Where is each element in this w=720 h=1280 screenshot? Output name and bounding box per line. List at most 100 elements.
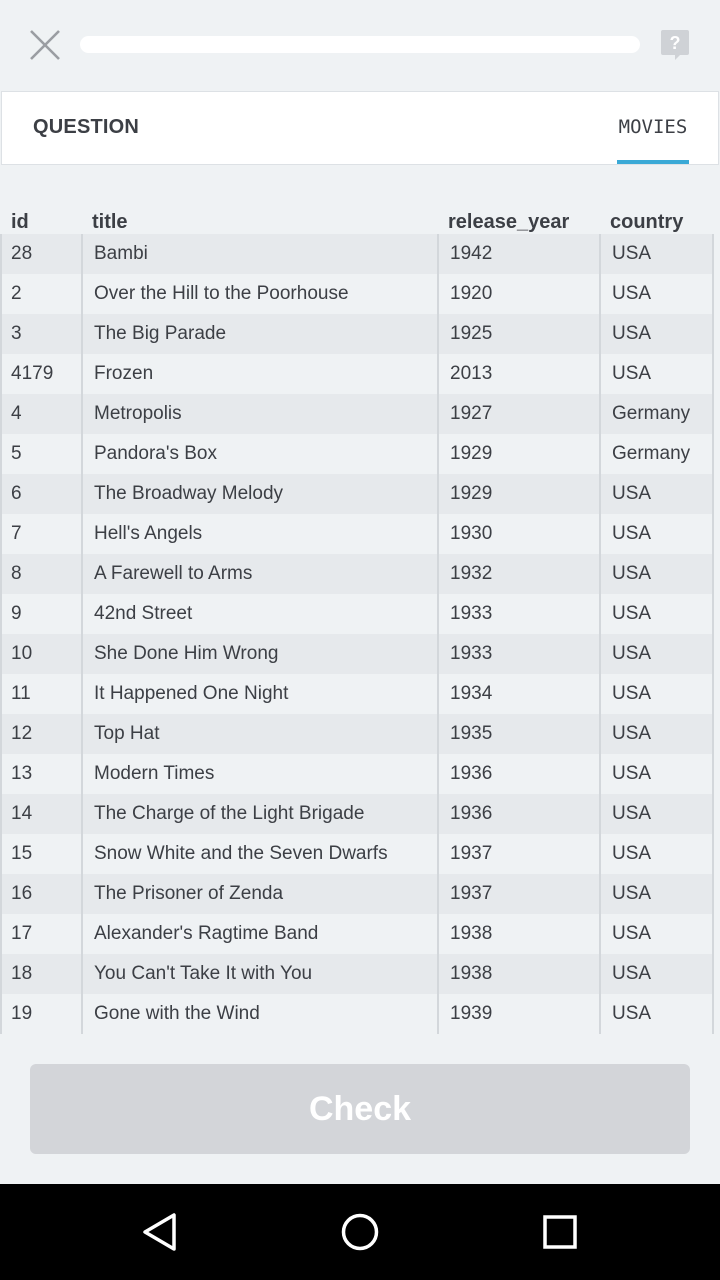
cell-country: USA [600, 994, 714, 1034]
table-row: 19 Gone with the Wind 1939 USA [0, 994, 714, 1034]
table-row: 17 Alexander's Ragtime Band 1938 USA [0, 914, 714, 954]
cell-release-year: 1937 [438, 834, 601, 874]
cell-title: Bambi [82, 234, 439, 274]
cell-title: It Happened One Night [82, 674, 439, 714]
cell-release-year: 1929 [438, 434, 601, 474]
back-triangle-icon[interactable] [140, 1212, 180, 1252]
cell-id: 18 [0, 954, 83, 994]
cell-title: The Broadway Melody [82, 474, 439, 514]
cell-id: 3 [0, 314, 83, 354]
table-row: 2 Over the Hill to the Poorhouse 1920 USA [0, 274, 714, 314]
table-row: 11 It Happened One Night 1934 USA [0, 674, 714, 714]
close-icon[interactable] [24, 24, 66, 66]
cell-title: Top Hat [82, 714, 439, 754]
cell-release-year: 1933 [438, 634, 601, 674]
progress-bar [80, 36, 640, 53]
tab-question[interactable]: QUESTION [33, 116, 140, 138]
cell-release-year: 1920 [438, 274, 601, 314]
cell-title: Over the Hill to the Poorhouse [82, 274, 439, 314]
table-row: 10 She Done Him Wrong 1933 USA [0, 634, 714, 674]
table-row: 15 Snow White and the Seven Dwarfs 1937 USA [0, 834, 714, 874]
cell-release-year: 1942 [438, 234, 601, 274]
cell-country: USA [600, 914, 714, 954]
cell-id: 11 [0, 674, 83, 714]
cell-country: USA [600, 634, 714, 674]
cell-country: USA [600, 554, 714, 594]
column-header-release-year: release_year [448, 211, 570, 233]
cell-id: 8 [0, 554, 83, 594]
cell-id: 4 [0, 394, 83, 434]
cell-country: USA [600, 874, 714, 914]
column-header-country: country [610, 211, 684, 233]
tab-movies[interactable]: MOVIES [617, 92, 689, 164]
cell-id: 13 [0, 754, 83, 794]
table-row: 13 Modern Times 1936 USA [0, 754, 714, 794]
cell-title: Metropolis [82, 394, 439, 434]
recents-square-icon[interactable] [540, 1212, 580, 1252]
cell-country: USA [600, 674, 714, 714]
help-icon[interactable]: ? [660, 29, 690, 61]
check-button[interactable]: Check [30, 1064, 690, 1154]
table-row: 4 Metropolis 1927 Germany [0, 394, 714, 434]
cell-release-year: 1925 [438, 314, 601, 354]
column-header-title: title [92, 211, 128, 233]
cell-release-year: 1935 [438, 714, 601, 754]
cell-id: 10 [0, 634, 83, 674]
cell-release-year: 1936 [438, 754, 601, 794]
cell-country: USA [600, 314, 714, 354]
table-row: 18 You Can't Take It with You 1938 USA [0, 954, 714, 994]
cell-release-year: 1938 [438, 954, 601, 994]
column-header-id: id [11, 211, 29, 233]
cell-country: USA [600, 474, 714, 514]
home-circle-icon[interactable] [340, 1212, 380, 1252]
cell-release-year: 1934 [438, 674, 601, 714]
cell-country: USA [600, 354, 714, 394]
cell-title: The Big Parade [82, 314, 439, 354]
cell-id: 14 [0, 794, 83, 834]
cell-id: 16 [0, 874, 83, 914]
cell-release-year: 1939 [438, 994, 601, 1034]
cell-title: Alexander's Ragtime Band [82, 914, 439, 954]
cell-country: USA [600, 234, 714, 274]
movies-table-container[interactable]: id title release_year country 28 Bambi 194… [0, 200, 720, 1034]
cell-id: 6 [0, 474, 83, 514]
cell-release-year: 1932 [438, 554, 601, 594]
system-nav-bar [0, 1184, 720, 1280]
table-row: 3 The Big Parade 1925 USA [0, 314, 714, 354]
cell-title: Modern Times [82, 754, 439, 794]
table-row: 16 The Prisoner of Zenda 1937 USA [0, 874, 714, 914]
cell-country: USA [600, 794, 714, 834]
cell-id: 5 [0, 434, 83, 474]
cell-id: 28 [0, 234, 83, 274]
table-row: 6 The Broadway Melody 1929 USA [0, 474, 714, 514]
cell-title: Frozen [82, 354, 439, 394]
cell-id: 2 [0, 274, 83, 314]
cell-title: A Farewell to Arms [82, 554, 439, 594]
cell-country: USA [600, 594, 714, 634]
table-row: 14 The Charge of the Light Brigade 1936 USA [0, 794, 714, 834]
cell-title: Pandora's Box [82, 434, 439, 474]
cell-country: USA [600, 834, 714, 874]
cell-release-year: 2013 [438, 354, 601, 394]
table-row: 9 42nd Street 1933 USA [0, 594, 714, 634]
cell-country: Germany [600, 434, 714, 474]
tab-bar: QUESTION MOVIES [1, 91, 719, 165]
top-bar: ? [0, 0, 720, 90]
cell-title: You Can't Take It with You [82, 954, 439, 994]
cell-id: 4179 [0, 354, 83, 394]
cell-id: 12 [0, 714, 83, 754]
table-row: 4179 Frozen 2013 USA [0, 354, 714, 394]
cell-country: USA [600, 954, 714, 994]
cell-title: She Done Him Wrong [82, 634, 439, 674]
tab-movies-label: MOVIES [618, 116, 688, 138]
cell-release-year: 1929 [438, 474, 601, 514]
cell-id: 15 [0, 834, 83, 874]
cell-country: Germany [600, 394, 714, 434]
table-header-row: id title release_year country [1, 200, 713, 234]
cell-release-year: 1937 [438, 874, 601, 914]
cell-title: The Prisoner of Zenda [82, 874, 439, 914]
cell-release-year: 1930 [438, 514, 601, 554]
cell-country: USA [600, 514, 714, 554]
cell-title: Snow White and the Seven Dwarfs [82, 834, 439, 874]
